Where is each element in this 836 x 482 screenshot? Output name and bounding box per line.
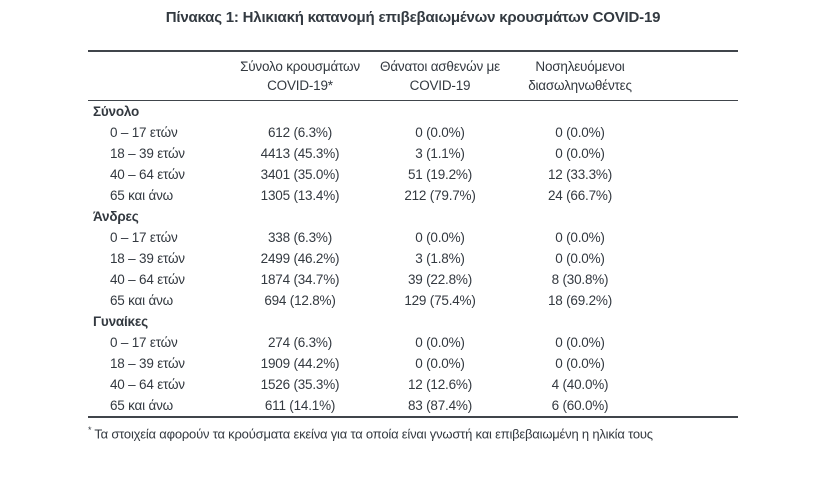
spacer-cell	[650, 185, 738, 206]
table-row: 0 – 17 ετών 338 (6.3%) 0 (0.0%) 0 (0.0%)	[88, 227, 738, 248]
intubated-value: 8 (30.8%)	[551, 272, 609, 287]
intubated-value: 0 (0.0%)	[555, 230, 605, 245]
age-label: 18 – 39 ετών	[110, 146, 185, 161]
spacer-cell	[650, 395, 738, 417]
age-label: 0 – 17 ετών	[110, 335, 178, 350]
spacer-cell	[650, 248, 738, 269]
cases-value: 612 (6.3%)	[267, 125, 333, 140]
table-row: 65 και άνω 694 (12.8%) 129 (75.4%) 18 (6…	[88, 290, 738, 311]
intubated-value: 24 (66.7%)	[547, 188, 613, 203]
deaths-value: 51 (19.2%)	[407, 167, 473, 182]
table-row: 65 και άνω 611 (14.1%) 83 (87.4%) 6 (60.…	[88, 395, 738, 417]
table-row: 0 – 17 ετών 612 (6.3%) 0 (0.0%) 0 (0.0%)	[88, 122, 738, 143]
covid-age-distribution-table: Σύνολο κρουσμάτων COVID-19* Θάνατοι ασθε…	[88, 50, 738, 418]
age-label: 40 – 64 ετών	[110, 167, 185, 182]
group-header-row-total: Σύνολο	[88, 101, 738, 123]
table-header-row: Σύνολο κρουσμάτων COVID-19* Θάνατοι ασθε…	[88, 51, 738, 101]
intubated-value: 0 (0.0%)	[555, 356, 605, 371]
cases-value: 4413 (45.3%)	[260, 146, 340, 161]
column-header-cases-line2: COVID-19*	[267, 78, 333, 93]
column-header-cases-line1: Σύνολο κρουσμάτων	[240, 59, 360, 74]
column-header-cases: Σύνολο κρουσμάτων COVID-19*	[230, 51, 370, 101]
cases-value: 694 (12.8%)	[264, 293, 336, 308]
column-header-deaths-line1: Θάνατοι ασθενών με	[380, 59, 500, 74]
deaths-value: 0 (0.0%)	[415, 335, 465, 350]
cases-value: 1909 (44.2%)	[260, 356, 340, 371]
group-header-row-women: Γυναίκες	[88, 311, 738, 332]
column-header-deaths: Θάνατοι ασθενών με COVID-19	[370, 51, 510, 101]
age-label: 0 – 17 ετών	[110, 125, 178, 140]
footnote-asterisk-marker: *	[88, 425, 92, 435]
table-row: 18 – 39 ετών 4413 (45.3%) 3 (1.1%) 0 (0.…	[88, 143, 738, 164]
cases-value: 1874 (34.7%)	[260, 272, 340, 287]
group-header-row-men: Άνδρες	[88, 206, 738, 227]
deaths-value: 3 (1.8%)	[415, 251, 465, 266]
column-header-intubated-line2: διασωληνωθέντες	[528, 78, 632, 93]
intubated-value: 0 (0.0%)	[555, 125, 605, 140]
table-row: 0 – 17 ετών 274 (6.3%) 0 (0.0%) 0 (0.0%)	[88, 332, 738, 353]
group-label: Άνδρες	[93, 209, 139, 224]
table-row: 18 – 39 ετών 2499 (46.2%) 3 (1.8%) 0 (0.…	[88, 248, 738, 269]
cases-value: 2499 (46.2%)	[260, 251, 340, 266]
spacer-cell	[650, 290, 738, 311]
spacer-cell	[650, 122, 738, 143]
table-row: 40 – 64 ετών 1874 (34.7%) 39 (22.8%) 8 (…	[88, 269, 738, 290]
cases-value: 338 (6.3%)	[267, 230, 333, 245]
spacer-cell	[650, 164, 738, 185]
table-footnote: * Τα στοιχεία αφορούν τα κρούσματα εκείνα…	[88, 422, 738, 442]
deaths-value: 3 (1.1%)	[415, 146, 465, 161]
deaths-value: 0 (0.0%)	[415, 356, 465, 371]
cases-value: 3401 (35.0%)	[260, 167, 340, 182]
intubated-value: 4 (40.0%)	[551, 377, 609, 392]
deaths-value: 39 (22.8%)	[407, 272, 473, 287]
spacer-cell	[650, 143, 738, 164]
spacer-cell	[650, 269, 738, 290]
group-label: Σύνολο	[93, 104, 140, 119]
deaths-value: 129 (75.4%)	[404, 293, 476, 308]
cases-value: 611 (14.1%)	[264, 398, 336, 413]
age-label: 18 – 39 ετών	[110, 251, 185, 266]
age-label: 65 και άνω	[110, 398, 174, 413]
cases-value: 1526 (35.3%)	[260, 377, 340, 392]
spacer-cell	[650, 353, 738, 374]
table-row: 40 – 64 ετών 3401 (35.0%) 51 (19.2%) 12 …	[88, 164, 738, 185]
row-label-header-spacer	[88, 51, 230, 101]
spacer-cell	[650, 374, 738, 395]
deaths-value: 0 (0.0%)	[415, 230, 465, 245]
deaths-value: 83 (87.4%)	[407, 398, 473, 413]
footnote-text: Τα στοιχεία αφορούν τα κρούσματα εκείνα …	[94, 426, 653, 442]
intubated-value: 0 (0.0%)	[555, 335, 605, 350]
table-row: 18 – 39 ετών 1909 (44.2%) 0 (0.0%) 0 (0.…	[88, 353, 738, 374]
deaths-value: 12 (12.6%)	[407, 377, 473, 392]
cases-value: 1305 (13.4%)	[260, 188, 340, 203]
intubated-value: 18 (69.2%)	[547, 293, 613, 308]
column-header-intubated: Νοσηλευόμενοι διασωληνωθέντες	[510, 51, 650, 101]
intubated-value: 0 (0.0%)	[555, 146, 605, 161]
age-label: 0 – 17 ετών	[110, 230, 178, 245]
spacer-cell	[650, 51, 738, 101]
intubated-value: 0 (0.0%)	[555, 251, 605, 266]
intubated-value: 6 (60.0%)	[551, 398, 609, 413]
age-label: 65 και άνω	[110, 293, 174, 308]
age-label: 18 – 39 ετών	[110, 356, 185, 371]
table-title: Πίνακας 1: Ηλικιακή κατανομή επιβεβαιωμέ…	[165, 9, 661, 26]
table-row: 65 και άνω 1305 (13.4%) 212 (79.7%) 24 (…	[88, 185, 738, 206]
spacer-cell	[650, 227, 738, 248]
cases-value: 274 (6.3%)	[267, 335, 333, 350]
column-header-deaths-line2: COVID-19	[409, 78, 471, 93]
column-header-intubated-line1: Νοσηλευόμενοι	[535, 59, 625, 74]
deaths-value: 0 (0.0%)	[415, 125, 465, 140]
table-row: 40 – 64 ετών 1526 (35.3%) 12 (12.6%) 4 (…	[88, 374, 738, 395]
spacer-cell	[650, 332, 738, 353]
deaths-value: 212 (79.7%)	[404, 188, 476, 203]
group-label: Γυναίκες	[93, 314, 148, 329]
age-label: 65 και άνω	[110, 188, 174, 203]
intubated-value: 12 (33.3%)	[547, 167, 613, 182]
age-label: 40 – 64 ετών	[110, 377, 185, 392]
age-label: 40 – 64 ετών	[110, 272, 185, 287]
